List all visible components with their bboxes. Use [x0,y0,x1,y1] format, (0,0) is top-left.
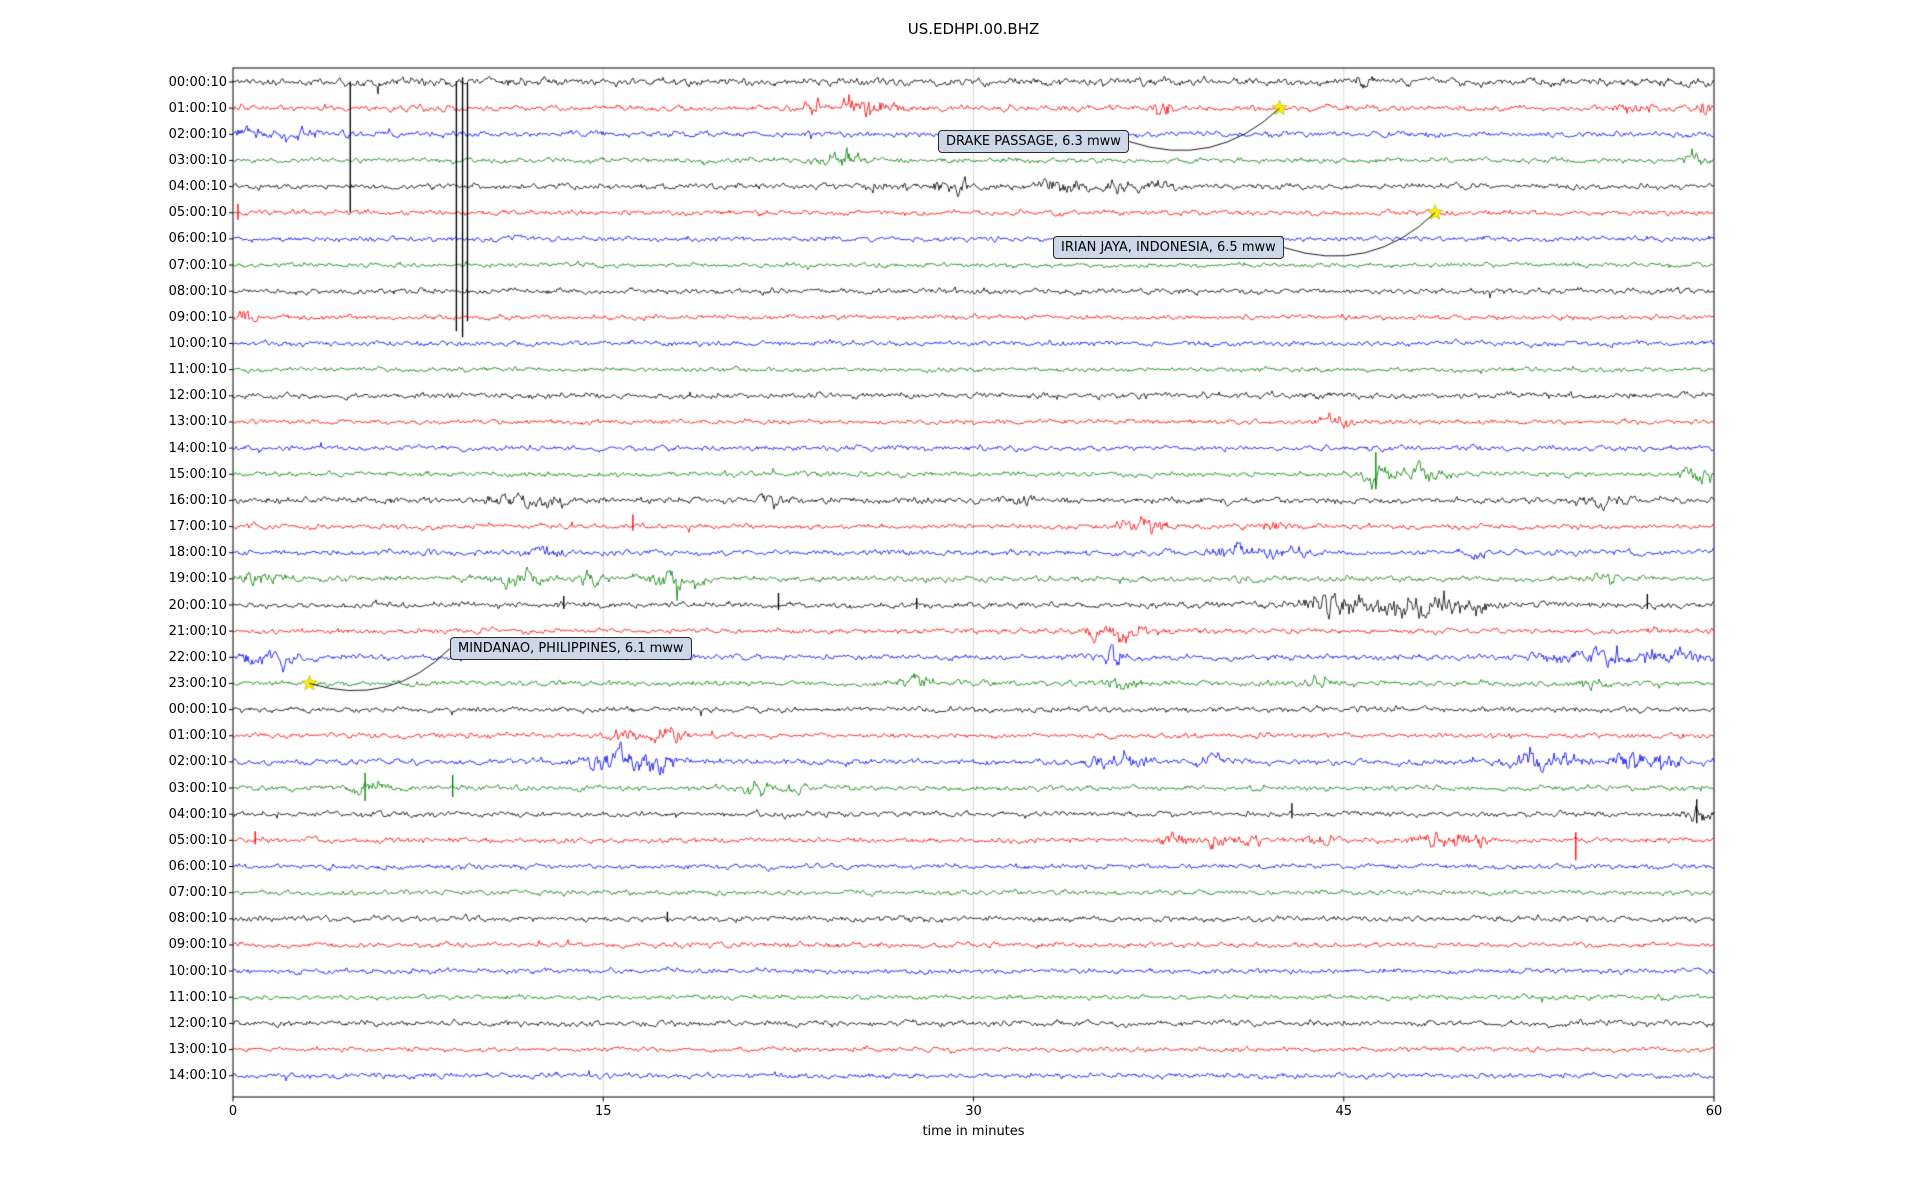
row-label: 11:00:10 [168,362,227,378]
row-label: 23:00:10 [168,675,227,691]
x-tick-label: 60 [1705,1104,1723,1119]
row-label: 17:00:10 [168,519,227,535]
row-label: 08:00:10 [168,283,227,299]
row-label: 04:00:10 [168,179,227,195]
x-tick-label: 30 [965,1104,982,1119]
row-label: 10:00:10 [168,336,227,351]
figure-title: US.EDHPI.00.BHZ [907,20,1040,38]
row-label: 22:00:10 [168,649,227,665]
event-annotation: DRAKE PASSAGE, 6.3 mww [938,130,1129,153]
row-label: 02:00:10 [168,754,227,770]
row-label: 04:00:10 [168,806,227,822]
row-label: 13:00:10 [168,1042,227,1058]
row-label: 05:00:10 [168,832,227,848]
row-label: 14:00:10 [168,440,227,456]
x-tick-label: 15 [594,1104,612,1119]
row-label: 11:00:10 [168,989,227,1005]
row-label: 00:00:10 [168,702,227,718]
row-label: 10:00:10 [168,963,227,979]
row-label: 20:00:10 [168,597,227,613]
row-label: 01:00:10 [168,728,227,744]
row-label: 14:00:10 [168,1068,227,1084]
row-label: 05:00:10 [168,205,227,221]
row-label: 06:00:10 [168,231,227,247]
row-label: 03:00:10 [168,152,227,168]
row-label: 18:00:10 [168,545,227,561]
row-label: 07:00:10 [168,257,227,273]
row-label: 09:00:10 [168,937,227,953]
x-axis-label: time in minutes [922,1124,1025,1139]
row-label: 12:00:10 [168,388,227,404]
row-label: 03:00:10 [168,780,227,796]
row-label: 07:00:10 [168,885,227,901]
row-label: 08:00:10 [168,911,227,927]
row-label: 00:00:10 [168,74,227,90]
row-label: 09:00:10 [168,309,227,325]
row-label: 12:00:10 [168,1015,227,1031]
row-label: 01:00:10 [168,100,227,116]
row-label: 19:00:10 [168,571,227,587]
event-annotation: IRIAN JAYA, INDONESIA, 6.5 mww [1053,236,1284,259]
row-label: 15:00:10 [168,466,227,482]
row-label: 21:00:10 [168,623,227,639]
row-label: 06:00:10 [168,859,227,874]
event-annotation: MINDANAO, PHILIPPINES, 6.1 mww [450,637,692,660]
row-label: 13:00:10 [168,414,227,430]
row-label: 02:00:10 [168,126,227,142]
x-tick-label: 45 [1335,1104,1353,1119]
x-tick-label: 0 [228,1104,238,1119]
row-label: 16:00:10 [168,492,227,508]
